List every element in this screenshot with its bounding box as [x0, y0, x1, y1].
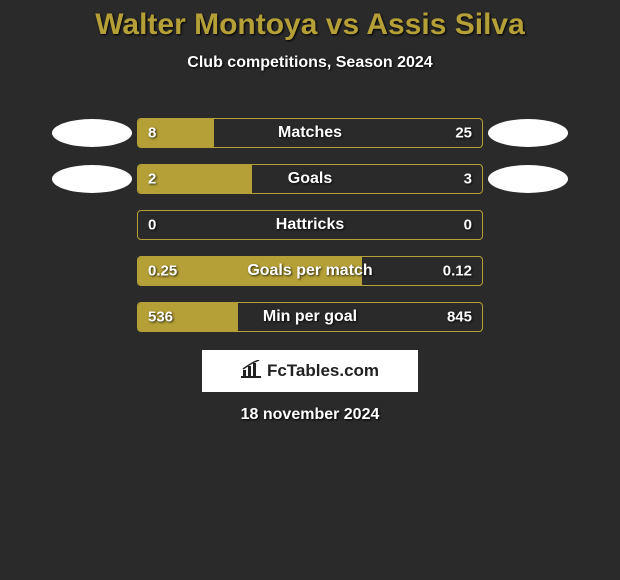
player-left-avatar	[47, 119, 137, 147]
chart-icon	[241, 360, 261, 383]
stat-value-left: 0.25	[148, 263, 177, 280]
avatar-shape	[52, 119, 132, 147]
player-left-avatar	[47, 165, 137, 193]
stat-value-right: 0.12	[443, 263, 472, 280]
stat-value-left: 0	[148, 217, 156, 234]
stat-row: 2 3 Goals	[0, 164, 620, 194]
stat-label: Goals	[288, 170, 332, 188]
stat-label: Min per goal	[263, 308, 357, 326]
avatar-shape	[488, 165, 568, 193]
avatar-shape	[52, 165, 132, 193]
stat-label: Matches	[278, 124, 342, 142]
stat-bar: 8 25 Matches	[137, 118, 483, 148]
stat-value-left: 2	[148, 171, 156, 188]
brand-box[interactable]: FcTables.com	[202, 350, 418, 392]
stat-row: 8 25 Matches	[0, 118, 620, 148]
stat-label: Hattricks	[276, 216, 344, 234]
date-label: 18 november 2024	[0, 406, 620, 424]
stat-value-right: 845	[447, 309, 472, 326]
stat-bar: 536 845 Min per goal	[137, 302, 483, 332]
stat-label: Goals per match	[247, 262, 372, 280]
subtitle: Club competitions, Season 2024	[0, 54, 620, 72]
page-title: Walter Montoya vs Assis Silva	[0, 8, 620, 42]
stat-bar: 2 3 Goals	[137, 164, 483, 194]
stat-row: 0 0 Hattricks	[0, 210, 620, 240]
stat-value-left: 8	[148, 125, 156, 142]
brand-label: FcTables.com	[267, 361, 379, 381]
player-right-avatar	[483, 119, 573, 147]
stat-value-left: 536	[148, 309, 173, 326]
stat-value-right: 0	[464, 217, 472, 234]
stat-bar: 0.25 0.12 Goals per match	[137, 256, 483, 286]
stat-value-right: 3	[464, 171, 472, 188]
avatar-shape	[488, 119, 568, 147]
comparison-widget: Walter Montoya vs Assis Silva Club compe…	[0, 0, 620, 424]
stats-list: 8 25 Matches 2 3 Goals 0 0 Hattricks 0.25 0.12 Goal…	[0, 118, 620, 332]
stat-row: 0.25 0.12 Goals per match	[0, 256, 620, 286]
stat-value-right: 25	[455, 125, 472, 142]
stat-bar: 0 0 Hattricks	[137, 210, 483, 240]
stat-row: 536 845 Min per goal	[0, 302, 620, 332]
player-right-avatar	[483, 165, 573, 193]
